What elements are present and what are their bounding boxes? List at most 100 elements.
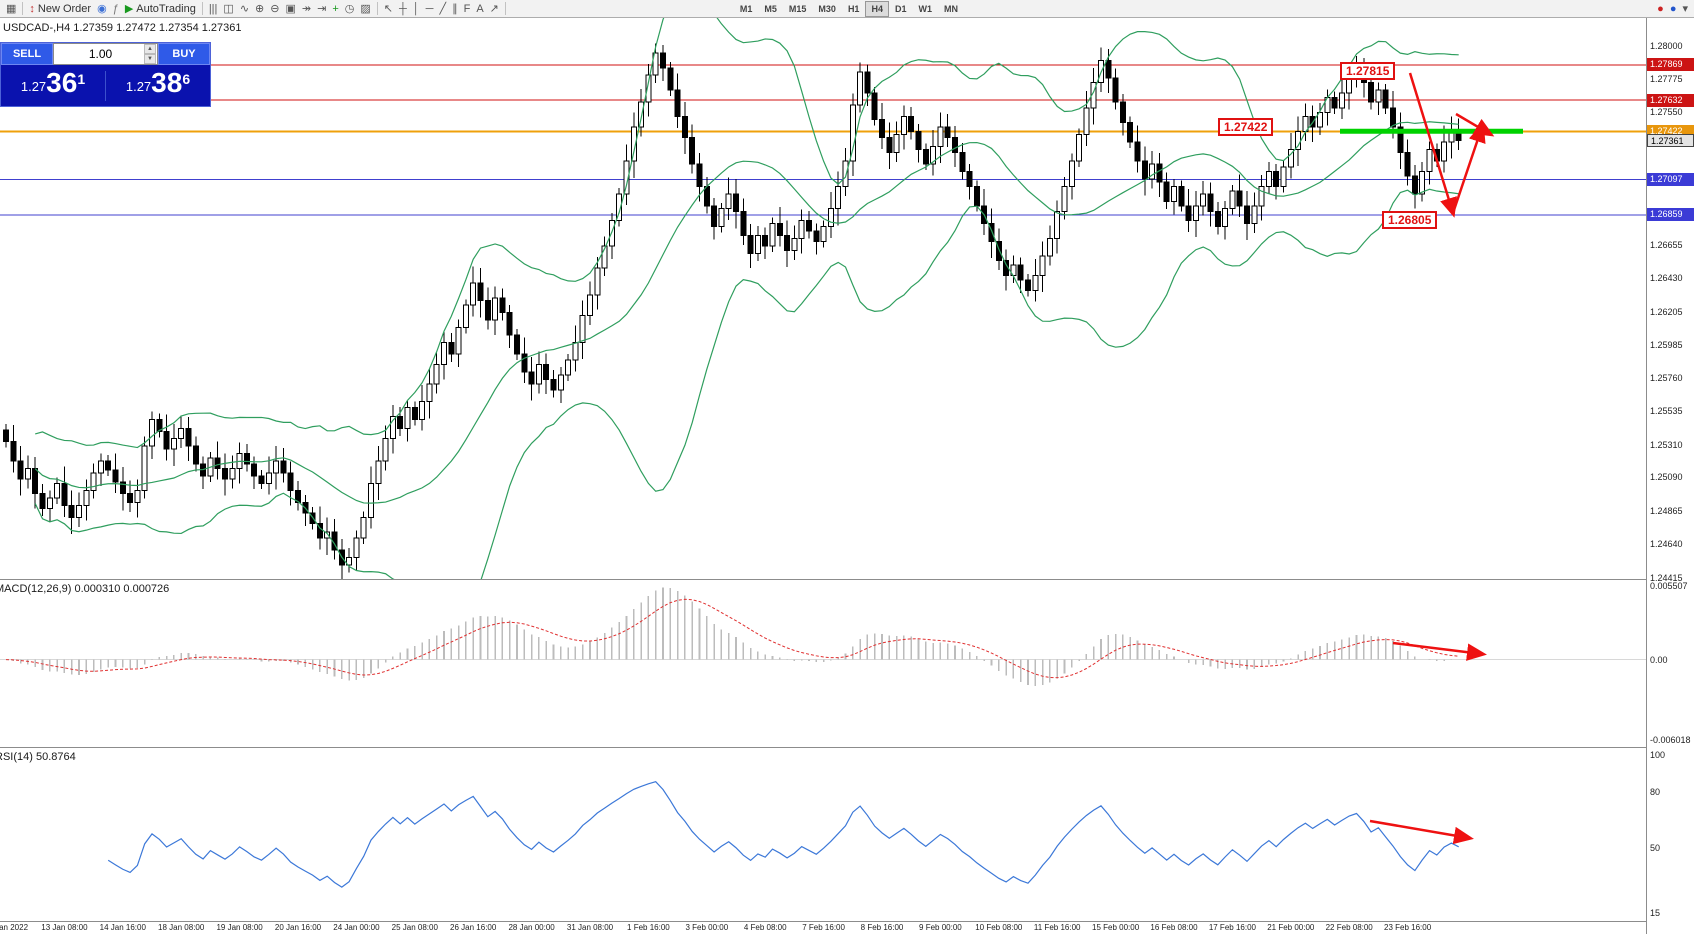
price-axis-label: 1.25090 xyxy=(1650,472,1683,483)
cursor-icon-glyph: ↖ xyxy=(383,2,393,15)
time-axis-label: 16 Feb 08:00 xyxy=(1150,923,1198,932)
new-chart-icon-glyph: ▦ xyxy=(6,2,17,15)
channel-icon[interactable]: ∥ xyxy=(449,1,461,17)
price-badge: 1.26859 xyxy=(1647,208,1694,222)
timeframe-m30[interactable]: M30 xyxy=(818,3,836,14)
timeframe-m5[interactable]: M5 xyxy=(764,3,777,14)
price-callout-target[interactable]: 1.26805 xyxy=(1382,211,1438,229)
volume-input[interactable] xyxy=(54,44,157,64)
chart-shift-icon[interactable]: ⇥ xyxy=(314,1,329,17)
cursor-icon[interactable]: ↖ xyxy=(381,1,396,17)
rsi-canvas[interactable] xyxy=(0,748,1646,922)
timeframe-h4[interactable]: H4 xyxy=(865,0,889,17)
sell-button[interactable]: SELL xyxy=(1,43,53,65)
channel-icon-glyph: ∥ xyxy=(452,2,458,15)
fibonacci-icon[interactable]: F xyxy=(461,1,474,17)
trade-panel-prices: 1.27 36 1 1.27 38 6 xyxy=(1,65,210,106)
text-label-icon[interactable]: A xyxy=(473,1,486,17)
auto-scroll-icon[interactable]: ↠ xyxy=(299,1,314,17)
alerts-icon[interactable]: ● xyxy=(1654,1,1667,17)
vertical-line-icon-glyph: │ xyxy=(412,2,420,15)
sell-price[interactable]: 1.27 36 1 xyxy=(1,69,105,102)
bar-chart-icon-glyph: ||| xyxy=(208,2,218,15)
time-axis-label: 4 Feb 08:00 xyxy=(743,923,787,932)
buy-button[interactable]: BUY xyxy=(158,43,210,65)
bar-chart-icon[interactable]: ||| xyxy=(206,1,221,17)
macd-panel[interactable]: MACD(12,26,9) 0.000310 0.000726 xyxy=(0,580,1646,748)
toolbar-menu-icon[interactable]: ▾ xyxy=(1679,1,1691,17)
macd-canvas[interactable] xyxy=(0,580,1646,748)
new-order-button-label: New Order xyxy=(37,2,92,15)
time-axis-label: 1 Feb 16:00 xyxy=(627,923,670,932)
time-axis[interactable]: 12 Jan 2022 13 Jan 08:00 14 Jan 16:00 18 Ja… xyxy=(0,922,1646,934)
trendline-icon[interactable]: ╱ xyxy=(436,1,449,17)
price-axis-label: 1.27550 xyxy=(1650,107,1683,118)
time-axis-label: 17 Feb 16:00 xyxy=(1208,923,1256,932)
rsi-panel[interactable]: RSI(14) 50.8764 xyxy=(0,748,1646,922)
templates-icon[interactable]: ▨ xyxy=(357,1,373,17)
timeframe-mn[interactable]: MN xyxy=(943,3,958,14)
new-chart-icon[interactable]: ▦ xyxy=(3,1,19,17)
community-icon[interactable]: ● xyxy=(1667,1,1680,17)
timeframe-m1[interactable]: M1 xyxy=(739,3,753,14)
auto-scroll-icon-glyph: ↠ xyxy=(301,2,312,15)
zoom-in-icon[interactable]: ⊕ xyxy=(252,1,267,17)
volume-down-icon[interactable]: ▼ xyxy=(144,54,156,64)
time-axis-label: 31 Jan 08:00 xyxy=(566,923,614,932)
time-axis-label: 14 Jan 16:00 xyxy=(99,923,146,932)
sell-price-big: 36 xyxy=(46,67,78,98)
price-axis-label: 1.24865 xyxy=(1650,505,1683,516)
price-axis[interactable]: 1.28000 1.27775 1.27550 1.26655 1.26430 1.262… xyxy=(1646,18,1694,934)
alerts-icon-glyph: ● xyxy=(1657,2,1664,15)
trendline-icon-glyph: ╱ xyxy=(439,2,447,15)
autotrading-button[interactable]: ▶ AutoTrading xyxy=(122,1,199,17)
text-label-icon-glyph: A xyxy=(476,2,484,15)
time-axis-label: 22 Feb 08:00 xyxy=(1325,923,1373,932)
price-axis-label: 1.24415 xyxy=(1650,572,1683,583)
line-chart-icon[interactable]: ∿ xyxy=(237,1,252,17)
rsi-axis-label: 100 xyxy=(1650,750,1666,760)
price-callout-high[interactable]: 1.27815 xyxy=(1340,62,1396,80)
price-axis-label: 1.26205 xyxy=(1650,306,1683,317)
volume-up-icon[interactable]: ▲ xyxy=(144,44,156,54)
price-axis-label: 1.28000 xyxy=(1650,40,1683,51)
fibonacci-icon-glyph: F xyxy=(463,2,471,15)
volume-spinner[interactable]: ▲ ▼ xyxy=(144,44,156,64)
arrow-objects-icon[interactable]: ↗ xyxy=(487,1,502,17)
tile-windows-icon[interactable]: ▣ xyxy=(282,1,298,17)
time-axis-label: 15 Feb 00:00 xyxy=(1092,923,1140,932)
macd-axis-label: 0.005507 xyxy=(1650,581,1688,591)
price-axis-label: 1.25985 xyxy=(1650,339,1683,350)
price-axis-label: 1.26655 xyxy=(1650,240,1683,251)
time-axis-label: 28 Jan 00:00 xyxy=(508,923,555,932)
sell-price-base: 1.27 xyxy=(20,79,47,94)
price-badge: 1.27869 xyxy=(1647,58,1694,72)
timeframe-d1[interactable]: D1 xyxy=(894,3,907,14)
price-axis-label: 1.25310 xyxy=(1650,439,1683,450)
periods-icon[interactable]: ◷ xyxy=(342,1,358,17)
buy-price[interactable]: 1.27 38 6 xyxy=(106,69,210,102)
crosshair-icon[interactable]: ┼ xyxy=(396,1,410,17)
indicators-icon[interactable]: + xyxy=(329,1,341,17)
expert-advisors-icon[interactable]: ƒ xyxy=(110,1,122,17)
mql5-community-icon[interactable]: ◉ xyxy=(94,1,110,17)
candlestick-chart-icon[interactable]: ◫ xyxy=(220,1,236,17)
chart-shift-icon-glyph: ⇥ xyxy=(317,2,327,15)
time-axis-label: 19 Jan 08:00 xyxy=(216,923,263,932)
main-chart-canvas[interactable] xyxy=(0,18,1646,580)
price-callout-entry[interactable]: 1.27422 xyxy=(1218,118,1274,136)
horizontal-line-icon[interactable]: ─ xyxy=(423,1,437,17)
price-axis-label: 1.24640 xyxy=(1650,539,1683,550)
vertical-line-icon[interactable]: │ xyxy=(410,1,423,17)
timeframe-h1[interactable]: H1 xyxy=(847,3,860,14)
macd-label: MACD(12,26,9) 0.000310 0.000726 xyxy=(0,583,170,595)
timeframe-m15[interactable]: M15 xyxy=(788,3,807,14)
price-badge: 1.27097 xyxy=(1647,173,1694,186)
toolbar-separator xyxy=(504,2,506,15)
new-order-button[interactable]: ↕ New Order xyxy=(26,1,94,17)
time-axis-label: 23 Feb 16:00 xyxy=(1384,923,1432,932)
timeframe-w1[interactable]: W1 xyxy=(918,3,932,14)
volume-field[interactable]: ▲▼ xyxy=(53,43,158,65)
main-chart-panel[interactable]: USDCAD-,H4 1.27359 1.27472 1.27354 1.273… xyxy=(0,18,1646,580)
zoom-out-icon[interactable]: ⊖ xyxy=(267,1,282,17)
